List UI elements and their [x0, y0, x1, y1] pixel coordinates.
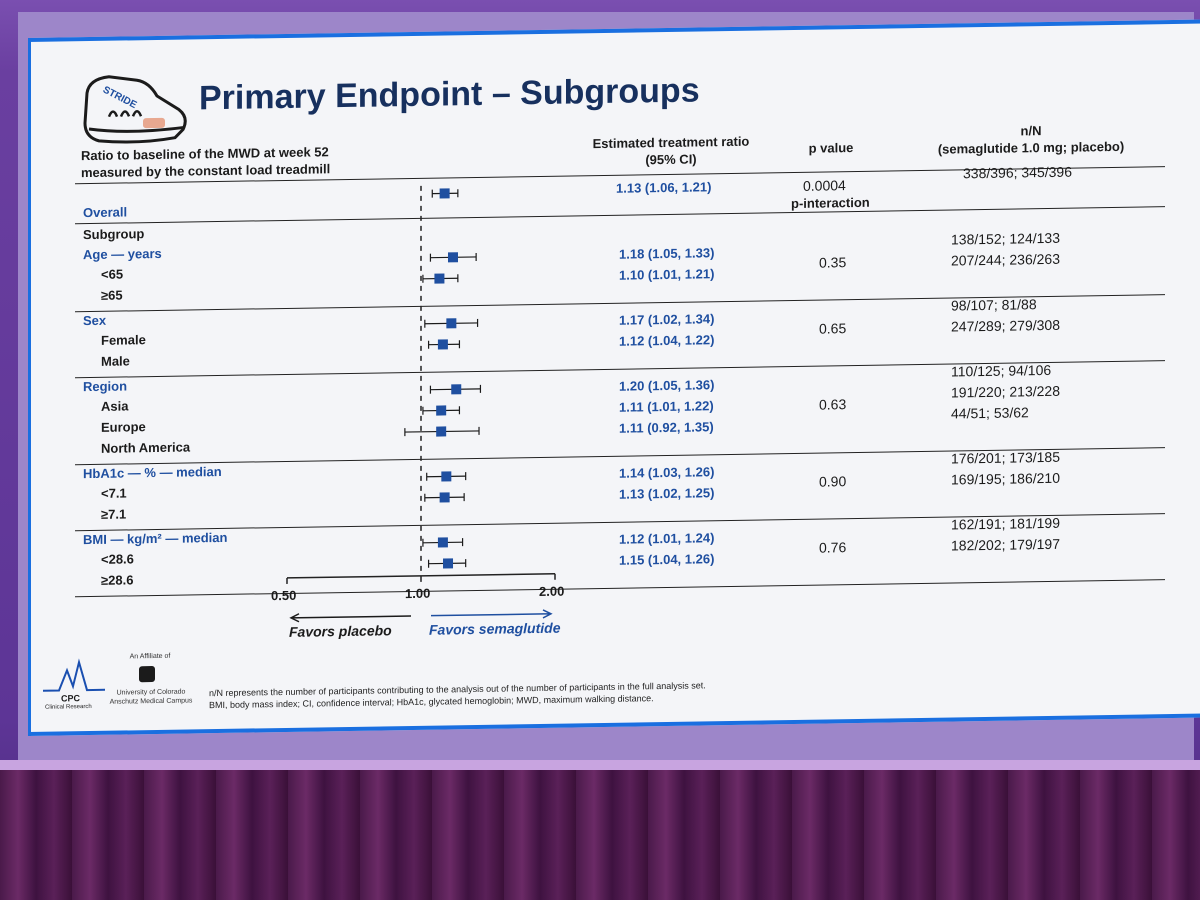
x-tick-label: 0.50	[271, 587, 297, 604]
cpc-logo	[43, 658, 105, 692]
favors-placebo-arrow	[289, 613, 411, 623]
favors-semaglutide-label: Favors semaglutide	[429, 619, 561, 638]
stride-shoe-logo: STRIDE	[83, 75, 187, 144]
cpc-label: CPC	[61, 693, 81, 704]
slide: STRIDE Primary Endpoint – Subgroups Rati…	[28, 19, 1200, 736]
favors-placebo-label: Favors placebo	[289, 622, 392, 640]
point-estimate-marker	[436, 426, 447, 437]
cu-logo-icon	[139, 666, 155, 683]
affiliate-block: University of Colorado Anschutz Medical …	[101, 687, 201, 707]
point-estimate-marker	[439, 492, 450, 503]
point-estimate-marker	[441, 471, 452, 482]
point-estimate-marker	[443, 558, 454, 569]
point-estimate-marker	[437, 537, 448, 548]
favors-semaglutide-arrow	[431, 609, 553, 619]
point-estimate-marker	[447, 252, 458, 263]
affiliate-label: An Affiliate of	[129, 652, 171, 661]
stage-curtain	[0, 770, 1200, 900]
affiliate-line2: Anschutz Medical Campus	[109, 697, 193, 706]
x-tick-label: 2.00	[539, 583, 565, 599]
point-estimate-marker	[436, 405, 447, 416]
point-estimate-marker	[439, 188, 450, 199]
point-estimate-marker	[446, 318, 457, 329]
point-estimate-marker	[437, 339, 448, 350]
forest-plot	[286, 185, 556, 623]
point-estimate-marker	[434, 273, 445, 284]
cpc-sub: Clinical Research	[45, 703, 92, 711]
x-tick-label: 1.00	[405, 585, 431, 602]
point-estimate-marker	[451, 384, 462, 395]
